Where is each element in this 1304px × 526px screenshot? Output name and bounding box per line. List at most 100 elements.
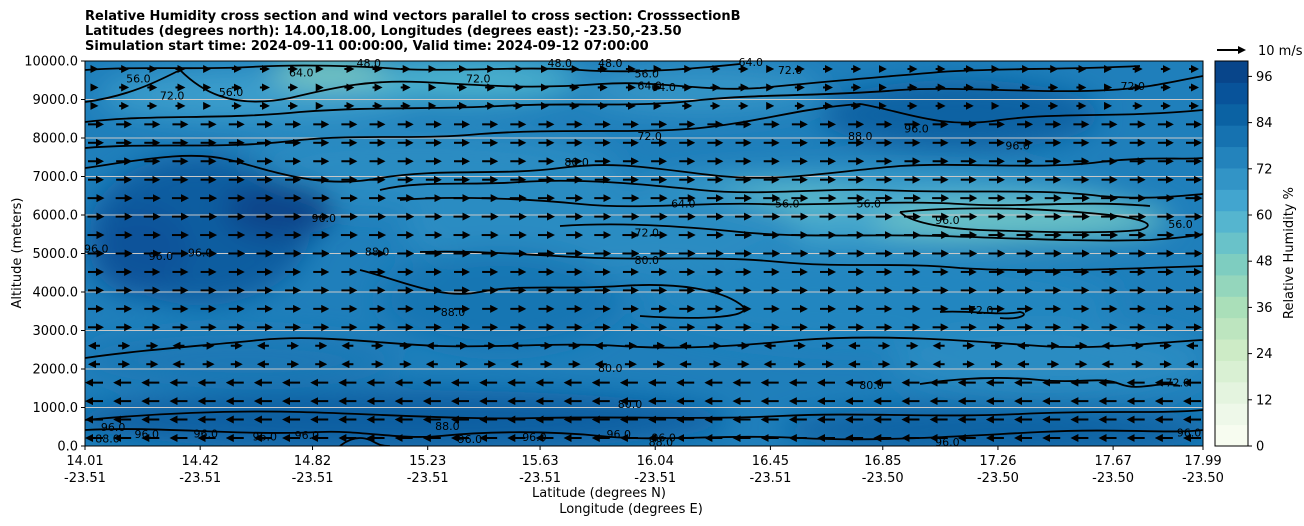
contour-label: 64.0 [671,197,696,210]
contour-label: 88.0 [95,432,120,445]
x-tick-lat-label: 16.45 [752,454,789,469]
colorbar-segment [1215,403,1248,426]
contour-label: 80.0 [564,156,589,169]
x-tick-lon-label: -23.50 [1092,471,1134,486]
contour-label: 72.0 [1121,80,1146,93]
contour-label: 88.0 [848,130,873,143]
contour-label: 72.0 [778,64,803,77]
contour-label: 96.0 [1177,427,1202,440]
contour-labels: 48.0 48.0 48.064.056.072.0 56.072.0 56.064.0… [84,56,1201,449]
contour-label: 96.0 [101,421,126,434]
contour-label: 56.0 [635,67,660,80]
contour-label: 80.0 [859,379,884,392]
contour-label: 88.0 [435,420,460,433]
x-axis-ticks: 14.01 -23.51 14.42 -23.51 14.82 -23.51 15.23 -2… [64,446,1224,486]
wind-vectors [85,65,1203,442]
contour-label: 96.0 [935,214,960,227]
x-tick-lat-label: 16.04 [637,454,674,469]
chart-title-line-2: Latitudes (degrees north): 14.00,18.00, … [85,24,682,39]
contour-label: 96.0 [651,432,676,445]
contour-label: 96.0 [295,429,320,442]
colorbar-tick-label: 36 [1256,301,1273,316]
x-tick-lon-label: -23.50 [1182,471,1224,486]
colorbar-segment [1215,167,1248,190]
y-tick-label: 10000.0 [24,55,78,70]
colorbar-segment [1215,424,1248,447]
contour-label: 64.0 [637,80,662,93]
contour-label: 96.0 [253,430,278,443]
colorbar-segment [1215,232,1248,254]
y-tick-label: 3000.0 [33,324,79,339]
x-tick-lon-label: -23.51 [407,471,449,486]
contour-label: 96.0 [522,431,547,444]
colorbar-segment [1215,317,1248,340]
contour-label: 64.0 [289,67,314,80]
x-tick-lon-label: -23.51 [749,471,791,486]
x-tick-lon-label: -23.51 [634,471,676,486]
colorbar-frame [1214,60,1249,447]
contour-label: 72.0 [637,130,662,143]
chart-title-line-1: Relative Humidity cross section and wind… [85,9,741,24]
contour-label: 56.0 [856,197,881,210]
x-tick-lon-label: -23.51 [179,471,221,486]
colorbar-tick-label: 0 [1256,440,1264,455]
x-tick-lat-label: 14.42 [182,454,219,469]
x-tick-lat-label: 17.26 [979,454,1016,469]
colorbar-segment [1215,189,1248,212]
contour-label: 72.0 [466,72,491,85]
colorbar-segment [1215,210,1248,233]
y-tick-label: 7000.0 [33,170,79,185]
contour-label: 48.0 [598,57,623,70]
x-tick-lon-label: -23.51 [64,471,106,486]
contour-label: 72.0 [160,90,185,103]
x-tick-lat-label: 15.63 [521,454,558,469]
contour-label: 64.0 [738,56,763,69]
x-tick-lon-label: -23.50 [862,471,904,486]
contour-label: 80.0 [598,362,623,375]
colorbar-segment [1215,82,1248,105]
contour-label: 72.0 [969,304,994,317]
contour-label: 96.0 [458,433,483,446]
colorbar-segment [1215,339,1248,361]
contour-label: 96.0 [935,436,960,449]
y-axis-ticks: 0.0 1000.0 2000.0 3000.0 4000.0 5000.0 6000.0 7… [24,55,85,455]
colorbar-tick-label: 84 [1256,116,1273,131]
x-tick-lat-label: 16.85 [864,454,901,469]
contour-label: 96.0 [1005,140,1030,153]
wind-key-label: 10 m/s [1258,44,1303,59]
wind-key: 10 m/s [1217,44,1303,59]
contour-label: 56.0 [219,86,244,99]
colorbar: 0 12 24 36 48 60 72 84 96 [1214,60,1273,455]
contour-label: 48.0 [547,57,572,70]
contour-label: 96.0 [135,428,160,441]
colorbar-segment [1215,103,1248,126]
colorbar-tick-label: 60 [1256,209,1273,224]
contour-label: 88.0 [441,306,466,319]
y-tick-label: 5000.0 [33,247,79,262]
y-tick-label: 8000.0 [33,132,79,147]
x-axis-label-line-1: Latitude (degrees N) [532,486,666,501]
y-axis-label: Altitude (meters) [10,198,25,309]
contour-label: 72.0 [635,226,660,239]
colorbar-segment [1215,253,1248,276]
x-axis-label-line-2: Longitude (degrees E) [559,502,703,517]
y-tick-label: 9000.0 [33,93,79,108]
x-tick-lat-label: 17.99 [1184,454,1221,469]
contour-label: 96.0 [194,427,219,440]
contour-label: 80.0 [635,254,660,267]
contour-label: 88.0 [365,246,390,259]
x-tick-lat-label: 17.67 [1095,454,1132,469]
contour-label: 56.0 [775,197,800,210]
y-tick-label: 2000.0 [33,363,79,378]
colorbar-tick-label: 96 [1256,70,1273,85]
x-tick-lat-label: 14.01 [66,454,103,469]
colorbar-segment [1215,125,1248,148]
contour-label: 96.0 [149,250,174,263]
colorbar-label: Relative Humidity % [1282,187,1297,319]
contour-label: 48.0 [356,57,381,70]
contour-label: 88.0 [649,436,674,449]
colorbar-tick-label: 72 [1256,162,1273,177]
x-tick-lat-label: 15.23 [409,454,446,469]
colorbar-segment [1215,61,1248,83]
